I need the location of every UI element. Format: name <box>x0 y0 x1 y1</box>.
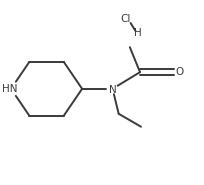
Text: H: H <box>133 28 141 38</box>
Text: O: O <box>174 67 182 77</box>
Text: Cl: Cl <box>120 14 130 23</box>
Text: N: N <box>109 85 116 95</box>
Text: HN: HN <box>2 84 17 94</box>
